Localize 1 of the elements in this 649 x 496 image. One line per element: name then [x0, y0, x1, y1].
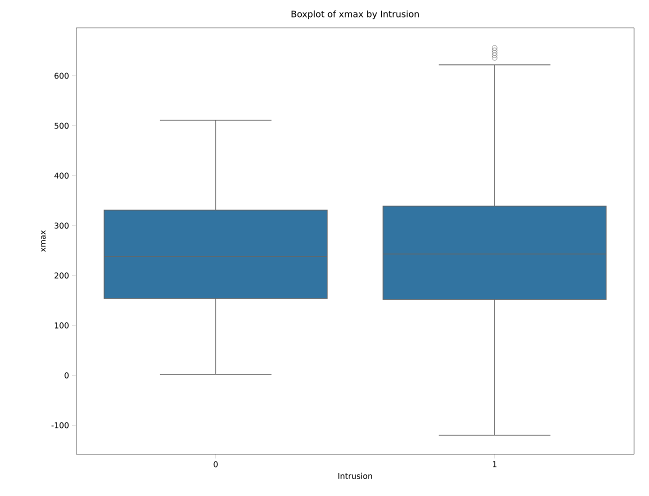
chart-title: Boxplot of xmax by Intrusion	[292, 10, 419, 20]
